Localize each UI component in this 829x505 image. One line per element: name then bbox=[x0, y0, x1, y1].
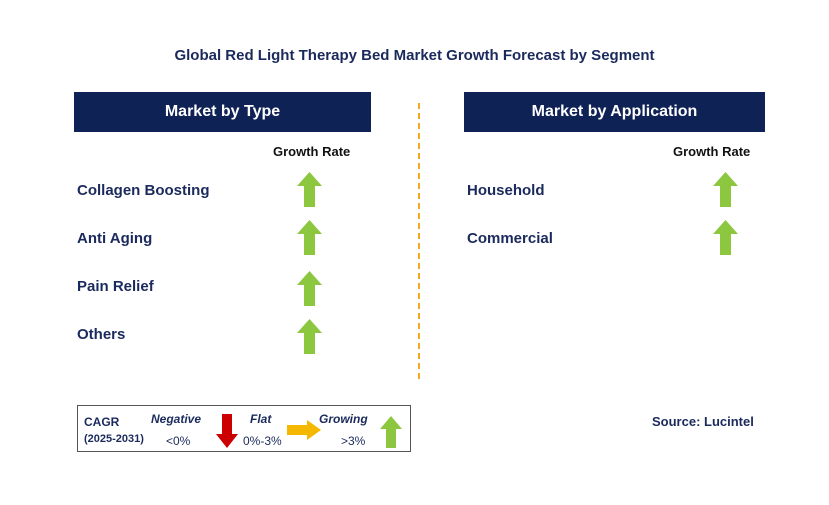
legend-growing-label: Growing bbox=[319, 412, 368, 426]
growing-arrow-icon bbox=[297, 271, 322, 306]
legend-growing-range: >3% bbox=[341, 434, 366, 448]
chart-title: Global Red Light Therapy Bed Market Grow… bbox=[174, 47, 655, 64]
market-by-type-header: Market by Type bbox=[74, 92, 371, 132]
segment-label-others: Others bbox=[77, 326, 126, 343]
legend-cagr-label: CAGR bbox=[84, 415, 120, 429]
segment-label-commercial: Commercial bbox=[467, 230, 553, 247]
legend-negative-range: <0% bbox=[166, 434, 191, 448]
panel-divider bbox=[418, 103, 420, 379]
growing-arrow-icon bbox=[297, 319, 322, 354]
segment-label-pain-relief: Pain Relief bbox=[77, 278, 154, 295]
source-note: Source: Lucintel bbox=[652, 414, 754, 429]
flat-arrow-icon bbox=[287, 420, 321, 440]
left-growth-rate-label: Growth Rate bbox=[273, 144, 351, 159]
growing-arrow-icon bbox=[297, 172, 322, 207]
growing-arrow-icon bbox=[713, 220, 738, 255]
legend-period: (2025-2031) bbox=[84, 433, 144, 445]
growing-arrow-icon bbox=[713, 172, 738, 207]
legend-flat-range: 0%-3% bbox=[243, 434, 282, 448]
segment-label-household: Household bbox=[467, 182, 545, 199]
market-by-application-header: Market by Application bbox=[464, 92, 765, 132]
growing-arrow-icon bbox=[297, 220, 322, 255]
legend-negative-label: Negative bbox=[151, 412, 202, 426]
negative-arrow-icon bbox=[216, 414, 238, 448]
segment-label-collagen-boosting: Collagen Boosting bbox=[77, 182, 210, 199]
right-growth-rate-label: Growth Rate bbox=[673, 144, 751, 159]
growing-arrow-icon bbox=[380, 416, 402, 448]
legend-flat-label: Flat bbox=[250, 412, 272, 426]
segment-label-anti-aging: Anti Aging bbox=[77, 230, 153, 247]
cagr-legend: CAGR (2025-2031) Negative <0% Flat 0%-3%… bbox=[77, 405, 411, 452]
